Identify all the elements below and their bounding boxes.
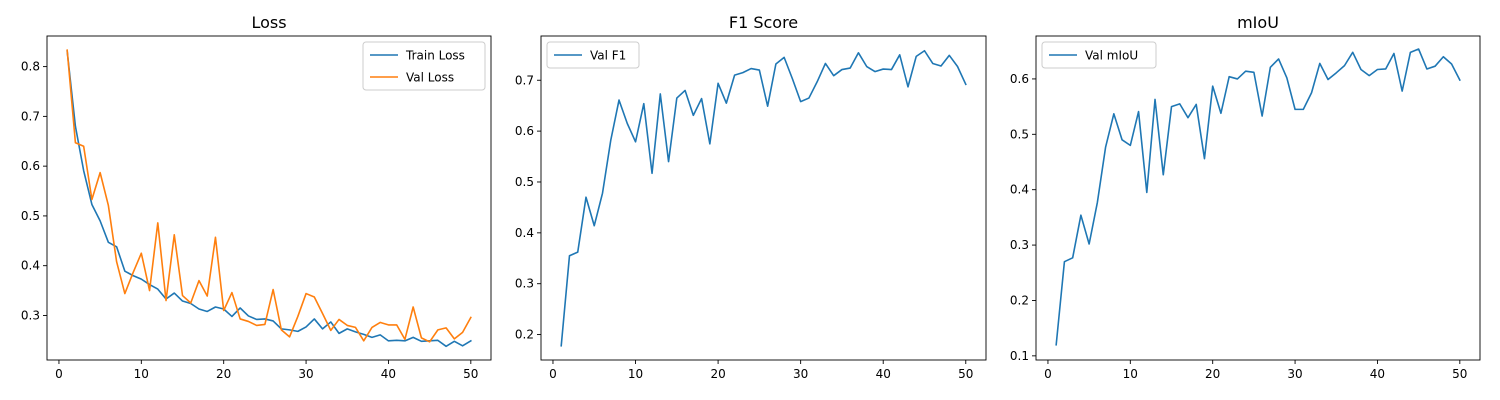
y-tick-label: 0.7 <box>21 109 40 123</box>
x-tick-label: 20 <box>1205 367 1220 381</box>
y-tick-label: 0.3 <box>21 308 40 322</box>
y-tick-label: 0.3 <box>515 277 534 291</box>
series-line-val-f1 <box>560 49 967 347</box>
chart-title: F1 Score <box>729 13 798 32</box>
y-tick-label: 0.3 <box>1010 238 1029 252</box>
x-tick-label: 10 <box>1123 367 1138 381</box>
legend-box <box>546 41 640 69</box>
legend-label: Train Loss <box>405 49 465 63</box>
x-tick-label: 0 <box>549 367 557 381</box>
x-tick-label: 40 <box>1370 367 1385 381</box>
chart-panel-2: F1 Score 0 10 20 30 40 50 0.2 0.3 0.4 0.5 0.6 0.7 Val… <box>515 13 987 381</box>
y-tick-label: 0.1 <box>1010 349 1029 363</box>
x-tick-label: 30 <box>298 367 313 381</box>
legend: Train Loss Val Loss <box>362 41 486 91</box>
axes-frame <box>1035 35 1481 361</box>
series-line-val-miou <box>1055 48 1461 346</box>
x-tick-label: 50 <box>1452 367 1467 381</box>
x-tick-label: 40 <box>876 367 891 381</box>
chart-panel-1: Loss 0 10 20 30 40 50 0.3 0.4 0.5 0.6 0.7 0.8 Train L… <box>21 13 492 381</box>
x-tick-label: 30 <box>793 367 808 381</box>
x-tick-label: 0 <box>1044 367 1052 381</box>
axes-frame <box>540 35 987 361</box>
y-tick-label: 0.2 <box>1010 293 1029 307</box>
x-tick-label: 20 <box>710 367 725 381</box>
x-tick-label: 50 <box>463 367 478 381</box>
y-tick-label: 0.6 <box>515 124 534 138</box>
x-tick-label: 10 <box>628 367 643 381</box>
x-tick-label: 10 <box>134 367 149 381</box>
y-tick-label: 0.6 <box>21 159 40 173</box>
x-tick-label: 30 <box>1287 367 1302 381</box>
y-tick-label: 0.6 <box>1010 72 1029 86</box>
y-tick-label: 0.5 <box>515 175 534 189</box>
legend-box <box>362 41 486 91</box>
x-tick-label: 40 <box>381 367 396 381</box>
y-tick-label: 0.5 <box>1010 127 1029 141</box>
series-line-train-loss <box>66 50 472 348</box>
y-tick-label: 0.8 <box>21 60 40 74</box>
legend-label: Val Loss <box>406 71 454 85</box>
y-tick-label: 0.4 <box>1010 183 1029 197</box>
legend: Val mIoU <box>1041 41 1157 69</box>
y-tick-label: 0.5 <box>21 209 40 223</box>
chart-title: mIoU <box>1237 13 1279 32</box>
x-tick-label: 0 <box>55 367 63 381</box>
chart-title: Loss <box>251 13 286 32</box>
x-tick-label: 50 <box>958 367 973 381</box>
x-tick-label: 20 <box>216 367 231 381</box>
y-tick-label: 0.4 <box>21 259 40 273</box>
chart-panel-3: mIoU 0 10 20 30 40 50 0.1 0.2 0.3 0.4 0.5 0.6 Val mIo… <box>1010 13 1481 381</box>
series-line-val-loss <box>66 49 472 343</box>
legend-label: Val mIoU <box>1085 49 1138 63</box>
y-tick-label: 0.7 <box>515 73 534 87</box>
legend-box <box>1041 41 1157 69</box>
y-tick-label: 0.2 <box>515 328 534 342</box>
axes-frame <box>46 35 492 361</box>
y-tick-label: 0.4 <box>515 226 534 240</box>
legend-label: Val F1 <box>590 49 626 63</box>
legend: Val F1 <box>546 41 640 69</box>
